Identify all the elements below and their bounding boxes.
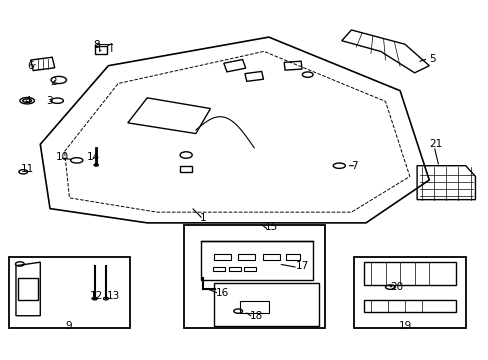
Text: 16: 16	[215, 288, 228, 297]
Bar	[19, 278, 38, 300]
Text: 6: 6	[28, 61, 34, 71]
Text: 19: 19	[398, 321, 411, 331]
Text: 10: 10	[56, 152, 69, 162]
Text: 21: 21	[428, 139, 441, 149]
Bar	[31, 57, 55, 71]
Text: 2: 2	[50, 77, 57, 87]
Bar	[286, 253, 299, 260]
Bar	[228, 267, 241, 271]
Text: 17: 17	[296, 261, 309, 271]
Bar	[239, 301, 268, 313]
Bar	[262, 253, 279, 260]
Text: 18: 18	[249, 311, 262, 321]
Text: 20: 20	[389, 282, 403, 292]
Ellipse shape	[94, 163, 99, 166]
Bar	[180, 166, 192, 172]
Bar	[284, 61, 302, 70]
Text: 3: 3	[46, 96, 53, 107]
Bar	[214, 253, 231, 260]
Bar	[213, 267, 225, 271]
Text: 9: 9	[65, 321, 72, 331]
Text: 1: 1	[200, 212, 206, 222]
Text: 4: 4	[25, 96, 31, 107]
Text: 5: 5	[428, 54, 435, 64]
Bar	[238, 253, 255, 260]
Text: 12: 12	[90, 291, 103, 301]
Bar	[244, 267, 256, 271]
Text: 8: 8	[93, 40, 100, 50]
Text: 13: 13	[106, 291, 120, 301]
Text: 14: 14	[86, 152, 100, 162]
Bar	[224, 59, 245, 72]
Text: 7: 7	[351, 161, 357, 171]
Text: 11: 11	[21, 164, 34, 174]
Bar	[244, 71, 263, 81]
Text: 15: 15	[264, 222, 277, 232]
